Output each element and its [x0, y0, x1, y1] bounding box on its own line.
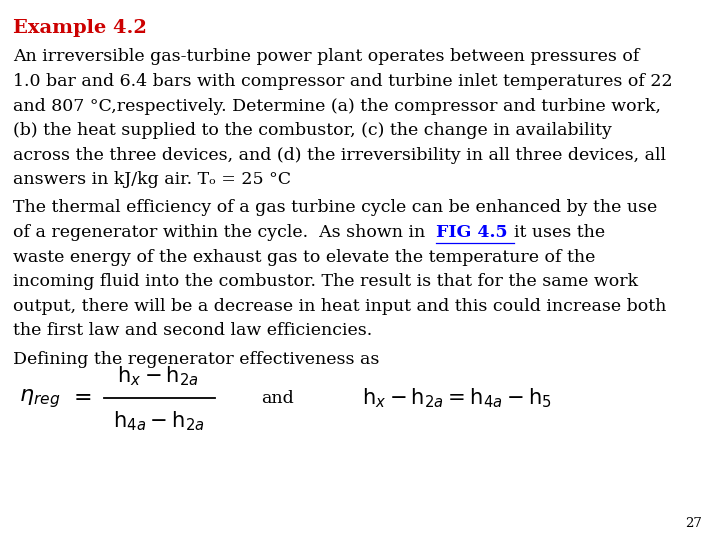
Text: (b) the heat supplied to the combustor, (c) the change in availability: (b) the heat supplied to the combustor, …	[13, 122, 612, 139]
Text: and: and	[261, 390, 294, 407]
Text: incoming fluid into the combustor. The result is that for the same work: incoming fluid into the combustor. The r…	[13, 273, 638, 290]
Text: of a regenerator within the cycle.  As shown in: of a regenerator within the cycle. As sh…	[13, 224, 436, 241]
Text: FIG 4.5: FIG 4.5	[436, 224, 514, 241]
Text: $\mathrm{h}_x - \mathrm{h}_{2a}$: $\mathrm{h}_x - \mathrm{h}_{2a}$	[117, 364, 199, 388]
Text: answers in kJ/kg air. Tₒ = 25 °C: answers in kJ/kg air. Tₒ = 25 °C	[13, 171, 291, 188]
Text: 27: 27	[685, 517, 702, 530]
Text: $\mathrm{h}_{4a} - \mathrm{h}_{2a}$: $\mathrm{h}_{4a} - \mathrm{h}_{2a}$	[112, 409, 204, 433]
Text: waste energy of the exhaust gas to elevate the temperature of the: waste energy of the exhaust gas to eleva…	[13, 248, 595, 266]
Text: The thermal efficiency of a gas turbine cycle can be enhanced by the use: The thermal efficiency of a gas turbine …	[13, 199, 657, 217]
Text: output, there will be a decrease in heat input and this could increase both: output, there will be a decrease in heat…	[13, 298, 666, 315]
Text: $\mathrm{h}_x - \mathrm{h}_{2a} = \mathrm{h}_{4a} - \mathrm{h}_5$: $\mathrm{h}_x - \mathrm{h}_{2a} = \mathr…	[362, 387, 552, 410]
Text: 1.0 bar and 6.4 bars with compressor and turbine inlet temperatures of 22: 1.0 bar and 6.4 bars with compressor and…	[13, 73, 672, 90]
Text: =: =	[73, 388, 92, 409]
Text: across the three devices, and (d) the irreversibility in all three devices, all: across the three devices, and (d) the ir…	[13, 147, 666, 164]
Text: the first law and second law efficiencies.: the first law and second law efficiencie…	[13, 322, 372, 339]
Text: An irreversible gas-turbine power plant operates between pressures of: An irreversible gas-turbine power plant …	[13, 49, 639, 65]
Text: and 807 °C,respectively. Determine (a) the compressor and turbine work,: and 807 °C,respectively. Determine (a) t…	[13, 98, 661, 114]
Text: it uses the: it uses the	[514, 224, 605, 241]
Text: Example 4.2: Example 4.2	[13, 19, 147, 37]
Text: $\eta_{reg}$: $\eta_{reg}$	[19, 387, 60, 410]
Text: Defining the regenerator effectiveness as: Defining the regenerator effectiveness a…	[13, 350, 379, 368]
